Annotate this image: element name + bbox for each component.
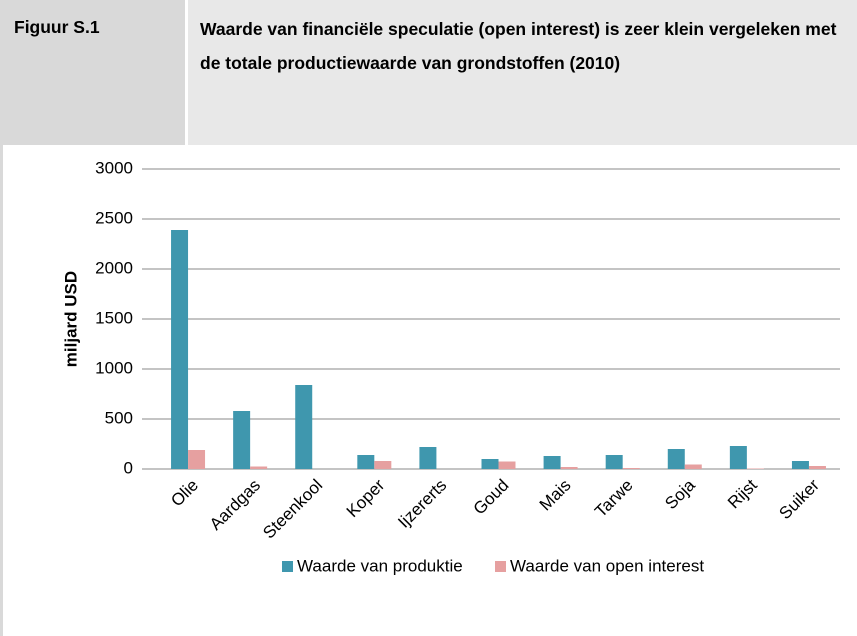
bar	[250, 466, 268, 469]
bar	[419, 447, 437, 469]
bar	[667, 449, 685, 469]
legend-swatch	[282, 561, 293, 572]
bar	[808, 466, 826, 469]
bar	[543, 456, 561, 469]
bar	[357, 455, 375, 469]
bar	[188, 450, 206, 469]
x-tick-label: Rijst	[724, 475, 761, 512]
y-tick-label: 1500	[95, 308, 133, 327]
bar	[605, 455, 623, 469]
bar	[684, 464, 702, 469]
figure-label: Figuur S.1	[0, 0, 185, 145]
y-tick-label: 2500	[95, 208, 133, 227]
y-tick-label: 1000	[95, 358, 133, 377]
bar	[498, 461, 516, 469]
x-tick-label: Soja	[661, 475, 699, 513]
x-tick-label: Suiker	[775, 475, 823, 523]
x-tick-label: Aardgas	[206, 476, 264, 534]
y-tick-label: 2000	[95, 258, 133, 277]
x-tick-label: Koper	[343, 475, 389, 521]
x-tick-label: Goud	[470, 476, 513, 519]
legend-swatch	[495, 561, 506, 572]
x-tick-label: Mais	[536, 476, 575, 515]
x-tick-label: Steenkool	[259, 476, 326, 543]
y-tick-label: 500	[105, 408, 133, 427]
x-tick-label: Ijzererts	[394, 476, 450, 532]
x-tick-label: Olie	[167, 476, 202, 511]
bar	[729, 446, 747, 469]
legend-label: Waarde van open interest	[510, 556, 704, 575]
y-tick-label: 0	[124, 458, 133, 477]
bar	[481, 459, 499, 469]
frame-edge	[0, 145, 3, 636]
bar	[295, 385, 313, 469]
y-tick-label: 3000	[95, 158, 133, 177]
chart-title: Waarde van financiële speculatie (open i…	[188, 0, 857, 145]
bar	[791, 461, 809, 469]
bar	[746, 468, 764, 469]
bar	[622, 468, 640, 469]
y-axis-label: miljard USD	[61, 271, 80, 367]
bar	[374, 461, 392, 469]
bar	[233, 411, 251, 469]
bar	[560, 467, 578, 469]
x-tick-label: Tarwe	[591, 476, 637, 522]
legend-label: Waarde van produktie	[297, 556, 463, 575]
bar	[171, 230, 189, 469]
